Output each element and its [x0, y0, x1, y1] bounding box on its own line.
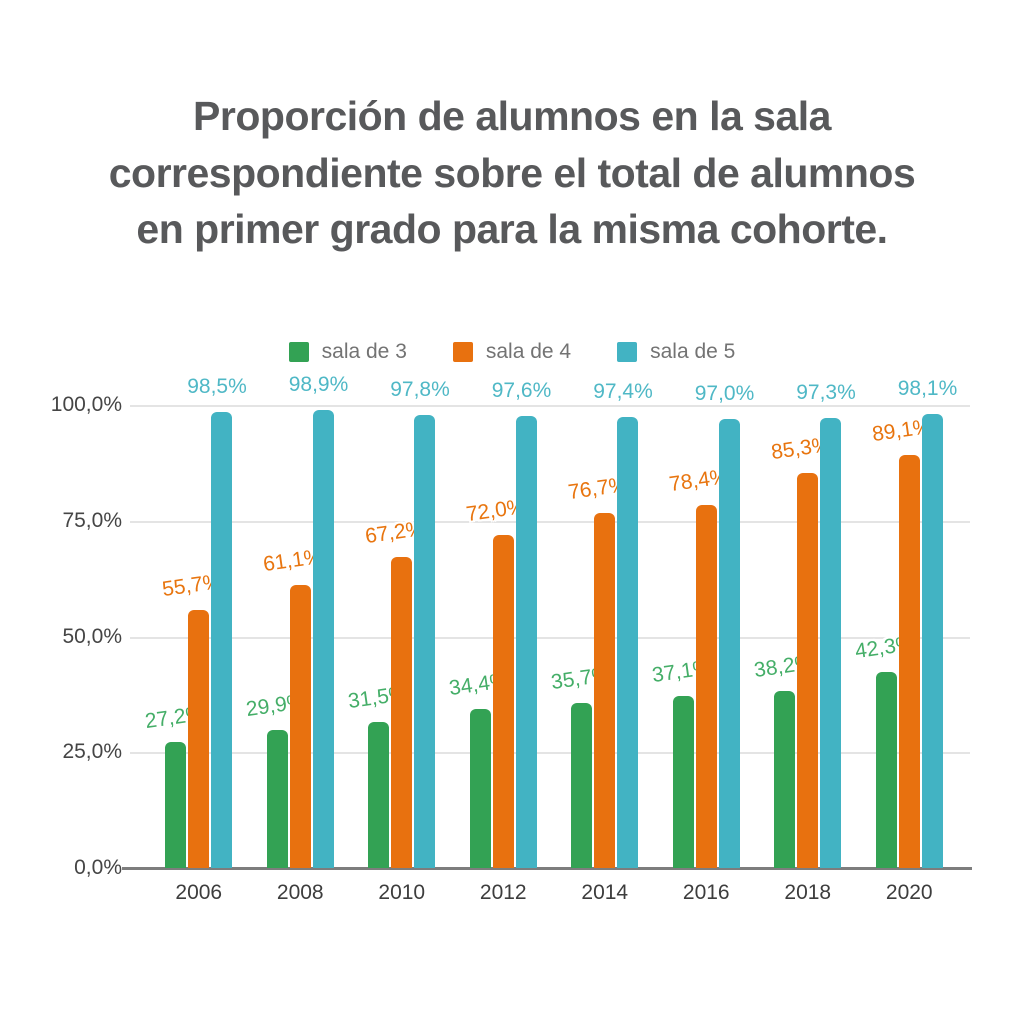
bar-sala-de-5-2012: 97,6%: [492, 379, 551, 868]
bar-sala-de-5-2020: 98,1%: [898, 377, 957, 868]
bar-group-2012: 34,4% 72,0% 97,6%: [448, 379, 555, 868]
bar-sala-de-4-2010: 67,2%: [363, 517, 426, 868]
bar-sala-de-5-2010: 97,8%: [390, 378, 450, 868]
bar-group-2018: 38,2% 85,3% 97,3%: [752, 381, 859, 868]
bar-sala-de-3-2008: 29,9%: [245, 690, 307, 868]
x-tick-label: 2006: [175, 881, 223, 904]
bar-value-label: 98,9%: [288, 373, 349, 397]
bar-sala-de-4-2014: 76,7%: [566, 473, 629, 868]
bar-sala-de-3-2014: 35,7%: [549, 663, 612, 868]
bar-sala-de-3-2018: 38,2%: [752, 651, 815, 868]
x-axis-line: [122, 867, 972, 870]
gridline-50: [130, 636, 970, 639]
bar-sala-de-4-2012: 72,0%: [465, 495, 527, 868]
x-tick-label: 2012: [479, 881, 527, 904]
y-tick-label: 100,0%: [50, 393, 122, 416]
bar-sala-de-5-2008: 98,9%: [289, 373, 348, 868]
legend-label: sala de 5: [650, 340, 736, 363]
bar-group-2014: 35,7% 76,7% 97,4%: [549, 380, 656, 868]
x-tick-label: 2014: [581, 881, 629, 904]
bar-value-label: 98,5%: [187, 374, 247, 398]
bar-sala-de-4-2008: 61,1%: [262, 545, 324, 868]
legend-swatch-icon: [452, 342, 473, 362]
y-tick-label: 0,0%: [74, 856, 122, 879]
y-axis: 100,0% 75,0% 50,0% 25,0% 0,0%: [34, 393, 122, 879]
legend-swatch-icon: [288, 342, 309, 362]
bar-sala-de-5-2018: 97,3%: [796, 381, 856, 868]
bar-value-label: 97,3%: [796, 380, 856, 404]
bar-value-label: 98,1%: [897, 376, 958, 400]
chart-title: Proporción de alumnos en la sala corresp…: [108, 93, 916, 253]
x-tick-label: 2016: [682, 881, 730, 904]
bar-sala-de-3-2016: 37,1%: [651, 656, 713, 868]
bar-value-label: 97,0%: [694, 381, 755, 405]
x-tick-label: 2018: [784, 881, 832, 904]
bar-sala-de-5-2014: 97,4%: [593, 380, 653, 868]
gridline-75: [130, 520, 970, 523]
bar-group-2016: 37,1% 78,4% 97,0%: [651, 382, 758, 868]
bar-group-2008: 29,9% 61,1% 98,9%: [245, 373, 352, 868]
bar-sala-de-3-2006: 27,2%: [143, 702, 206, 868]
bar-sala-de-3-2020: 42,3%: [854, 632, 916, 868]
bar-group-2006: 27,2% 55,7% 98,5%: [143, 375, 250, 868]
plot-area: 27,2% 55,7% 98,5% 2006 29,9% 61,1% 98,9% 2008 31…: [122, 373, 972, 904]
legend-label: sala de 4: [485, 340, 572, 363]
bar-group-2010: 31,5% 67,2% 97,8%: [346, 378, 453, 868]
x-tick-label: 2008: [276, 881, 324, 904]
y-tick-label: 25,0%: [62, 740, 122, 764]
gridline-100: [130, 405, 970, 407]
legend-item-sala-de-3: sala de 3: [288, 340, 407, 364]
bar-sala-de-3-2012: 34,4%: [448, 669, 510, 868]
bar-group-2020: 42,3% 89,1% 98,1%: [854, 377, 961, 868]
bar-value-label: 97,6%: [491, 379, 552, 403]
legend-item-sala-de-5: sala de 5: [617, 340, 735, 364]
bar-sala-de-4-2020: 89,1%: [871, 415, 933, 868]
bar-sala-de-4-2018: 85,3%: [769, 433, 832, 868]
x-tick-label: 2010: [378, 881, 426, 904]
bar-sala-de-3-2010: 31,5%: [346, 682, 409, 868]
bars-area: 27,2% 55,7% 98,5% 2006 29,9% 61,1% 98,9% 2008 31…: [143, 373, 961, 904]
y-tick-label: 50,0%: [62, 624, 122, 648]
legend-swatch-icon: [617, 342, 638, 362]
legend: sala de 3 sala de 4 sala de 5: [0, 340, 1024, 364]
x-tick-label: 2020: [885, 881, 933, 904]
bar-sala-de-4-2006: 55,7%: [160, 570, 223, 868]
bar-sala-de-5-2006: 98,5%: [187, 375, 247, 868]
bar-sala-de-4-2016: 78,4%: [668, 465, 730, 868]
bar-value-label: 97,8%: [390, 378, 450, 402]
bar-value-label: 97,4%: [593, 380, 653, 404]
bar-sala-de-5-2016: 97,0%: [695, 382, 754, 868]
legend-label: sala de 3: [321, 340, 407, 363]
y-tick-label: 75,0%: [62, 508, 122, 532]
gridline-25: [130, 752, 970, 755]
legend-item-sala-de-4: sala de 4: [452, 340, 572, 364]
